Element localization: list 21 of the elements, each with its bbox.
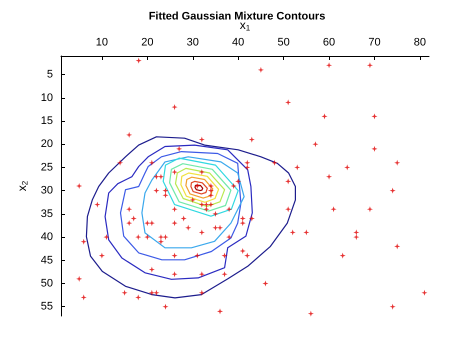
y-tick-label: 40: [40, 231, 53, 244]
x-tick-label: 10: [96, 36, 108, 48]
y-tick-label: 20: [40, 138, 53, 150]
x-tick-label: 50: [277, 36, 290, 48]
x-tick-label: 30: [186, 36, 199, 48]
x-tick-label: 80: [414, 36, 426, 48]
y-tick-label: 5: [46, 68, 53, 81]
y-tick-label: 35: [40, 208, 53, 220]
y-tick-label: 10: [40, 92, 53, 104]
y-tick-label: 25: [40, 161, 53, 174]
y-tick-label: 45: [40, 254, 53, 266]
x-tick-label: 70: [368, 36, 381, 48]
x-tick-label: 40: [232, 36, 244, 48]
y-tick-label: 55: [40, 300, 53, 313]
y-tick-label: 30: [40, 184, 53, 197]
y-tick-label: 15: [40, 115, 53, 127]
y-tick-label: 50: [40, 278, 53, 290]
x-tick-label: 20: [141, 36, 154, 48]
y-axis-title: x2: [15, 180, 30, 192]
chart-title: Fitted Gaussian Mixture Contours: [148, 10, 326, 22]
x-tick-label: 60: [322, 36, 336, 48]
